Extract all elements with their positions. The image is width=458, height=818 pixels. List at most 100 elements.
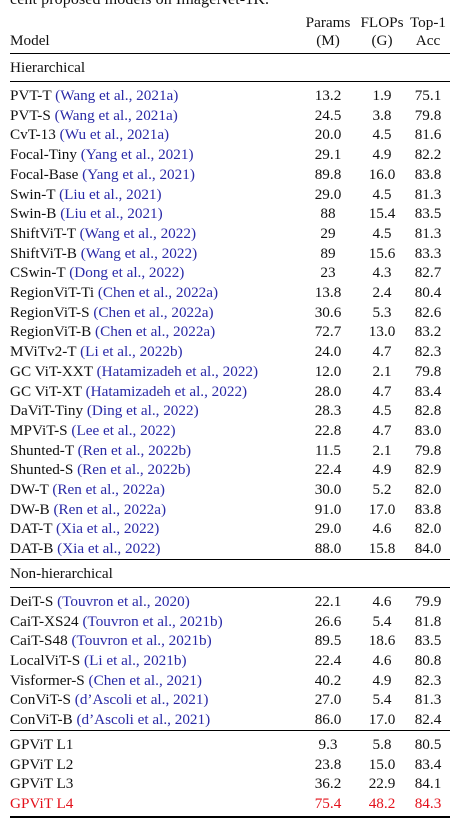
acc-cell: 84.0 [406,539,450,560]
citation-link[interactable]: (Liu et al., 2021) [60,205,163,223]
citation-link[interactable]: (Ren et al., 2022b) [77,461,191,479]
table-row: DaViT-Tiny (Ding et al., 2022) 28.3 4.5 82.… [10,401,450,421]
citation-link[interactable]: (Liu et al., 2021) [59,185,162,203]
params-cell: 29.0 [314,185,342,203]
citation-link[interactable]: (Chen et al., 2021) [88,671,202,689]
acc-cell: 83.5 [414,205,442,223]
citation-link[interactable]: (Touvron et al., 2021b) [82,612,223,630]
model-name: DAT-B [10,540,54,558]
model-cell: Visformer-S (Chen et al., 2021) [10,671,298,691]
citation-link[interactable]: (Yang et al., 2021) [80,146,194,164]
model-cell: CaiT-XS24 (Touvron et al., 2021b) [10,612,298,632]
model-name: ShiftViT-T [10,224,76,242]
table-row: Shunted-T (Ren et al., 2022b) 11.5 2.1 79.8 [10,441,450,461]
citation-link[interactable]: (d’Ascoli et al., 2021) [74,691,209,709]
table-row: CaiT-S48 (Touvron et al., 2021b) 89.5 18.6… [10,631,450,651]
model-name: Shunted-T [10,441,74,459]
params-cell: 24.5 [314,106,342,124]
acc-cell: 82.9 [414,461,442,479]
gpvit-row: GPViT L3 36.2 22.9 84.1 [10,774,450,794]
acc-cell: 82.6 [414,303,442,321]
model-name: GPViT L1 [10,735,74,753]
citation-link[interactable]: (Chen et al., 2022a) [95,323,216,341]
params-cell: 72.7 [314,323,342,341]
flops-unit: (G) [358,31,406,54]
flops-cell: 22.9 [368,775,396,793]
table-row: Swin-T (Liu et al., 2021) 29.0 4.5 81.3 [10,185,450,205]
acc-cell: 80.4 [414,284,442,302]
model-cell: DW-B (Ren et al., 2022a) [10,500,298,520]
flops-cell: 2.1 [372,362,392,380]
model-name: GC ViT-XXT [10,362,93,380]
citation-link[interactable]: (Dong et al., 2022) [69,264,185,282]
citation-link[interactable]: (Wang et al., 2022) [79,224,197,242]
model-cell: GC ViT-XXT (Hatamizadeh et al., 2022) [10,362,298,382]
table-row: GC ViT-XT (Hatamizadeh et al., 2022) 28.0… [10,382,450,402]
section-header-row: Hierarchical [10,53,450,82]
citation-link[interactable]: (Hatamizadeh et al., 2022) [96,362,259,380]
citation-link[interactable]: (Hatamizadeh et al., 2022) [85,382,248,400]
flops-cell: 16.0 [368,165,396,183]
params-cell: 23.8 [314,755,342,773]
citation-link[interactable]: (d’Ascoli et al., 2021) [76,711,211,729]
citation-link[interactable]: (Wang et al., 2022) [80,244,198,262]
model-cell: CvT-13 (Wu et al., 2021a) [10,125,298,145]
model-cell: ShiftViT-B (Wang et al., 2022) [10,244,298,264]
flops-cell: 15.0 [368,755,396,773]
params-cell: 88 [320,205,336,223]
params-cell: 29 [320,224,336,242]
flops-cell: 15.4 [368,205,396,223]
acc-cell: 79.8 [414,362,442,380]
citation-link[interactable]: (Ding et al., 2022) [86,402,199,420]
model-name: MPViT-S [10,421,68,439]
citation-link[interactable]: (Wang et al., 2021a) [54,106,178,124]
flops-cell: 18.6 [368,632,396,650]
table-row: DW-T (Ren et al., 2022a) 30.0 5.2 82.0 [10,480,450,500]
model-cell: Swin-B (Liu et al., 2021) [10,204,298,224]
citation-link[interactable]: (Xia et al., 2022) [57,540,161,558]
acc-cell: 81.3 [414,691,442,709]
citation-link[interactable]: (Yang et al., 2021) [82,165,195,183]
citation-link[interactable]: (Ren et al., 2022a) [53,500,167,518]
params-cell: 22.4 [314,651,342,669]
params-header: Params [305,14,351,31]
model-cell: Swin-T (Liu et al., 2021) [10,185,298,205]
model-name: GC ViT-XT [10,382,82,400]
table-row: ShiftViT-B (Wang et al., 2022) 89 15.6 83.3 [10,244,450,264]
citation-link[interactable]: (Touvron et al., 2021b) [71,632,212,650]
citation-link[interactable]: (Wang et al., 2021a) [55,87,179,104]
model-name: RegionViT-S [10,303,90,321]
citation-link[interactable]: (Chen et al., 2022a) [97,284,219,302]
model-name: CvT-13 [10,126,56,144]
acc-cell: 82.0 [414,520,442,538]
citation-link[interactable]: (Xia et al., 2022) [56,520,160,538]
citation-link[interactable]: (Li et al., 2021b) [84,651,187,669]
citation-link[interactable]: (Ren et al., 2022b) [77,441,192,459]
model-name: Swin-T [10,185,56,203]
params-cell: 30.0 [314,481,342,499]
citation-link[interactable]: (Touvron et al., 2020) [57,592,190,610]
acc-cell: 83.2 [414,323,442,341]
model-cell: RegionViT-B (Chen et al., 2022a) [10,322,298,342]
acc-cell: 80.5 [414,735,442,753]
citation-link[interactable]: (Wu et al., 2021a) [59,126,170,144]
citation-link[interactable]: (Li et al., 2022b) [80,343,183,361]
model-cell: Focal-Tiny (Yang et al., 2021) [10,145,298,165]
table-row: DeiT-S (Touvron et al., 2020) 22.1 4.6 79.9 [10,587,450,611]
flops-cell: 15.6 [368,244,396,262]
params-cell: 27.0 [314,691,342,709]
table-row: CvT-13 (Wu et al., 2021a) 20.0 4.5 81.6 [10,125,450,145]
model-name: CaiT-XS24 [10,612,79,630]
citation-link[interactable]: (Chen et al., 2022a) [93,303,214,321]
model-cell: CSwin-T (Dong et al., 2022) [10,263,298,283]
flops-cell: 4.5 [372,224,392,242]
params-cell: 22.8 [314,421,342,439]
model-cell: PVT-S (Wang et al., 2021a) [10,106,298,126]
flops-cell: 4.9 [372,146,392,164]
flops-cell: 5.2 [372,481,392,499]
citation-link[interactable]: (Ren et al., 2022a) [52,481,165,499]
flops-cell: 15.8 [358,539,406,560]
model-cell: MViTv2-T (Li et al., 2022b) [10,342,298,362]
model-cell: LocalViT-S (Li et al., 2021b) [10,651,298,671]
citation-link[interactable]: (Lee et al., 2022) [71,421,176,439]
